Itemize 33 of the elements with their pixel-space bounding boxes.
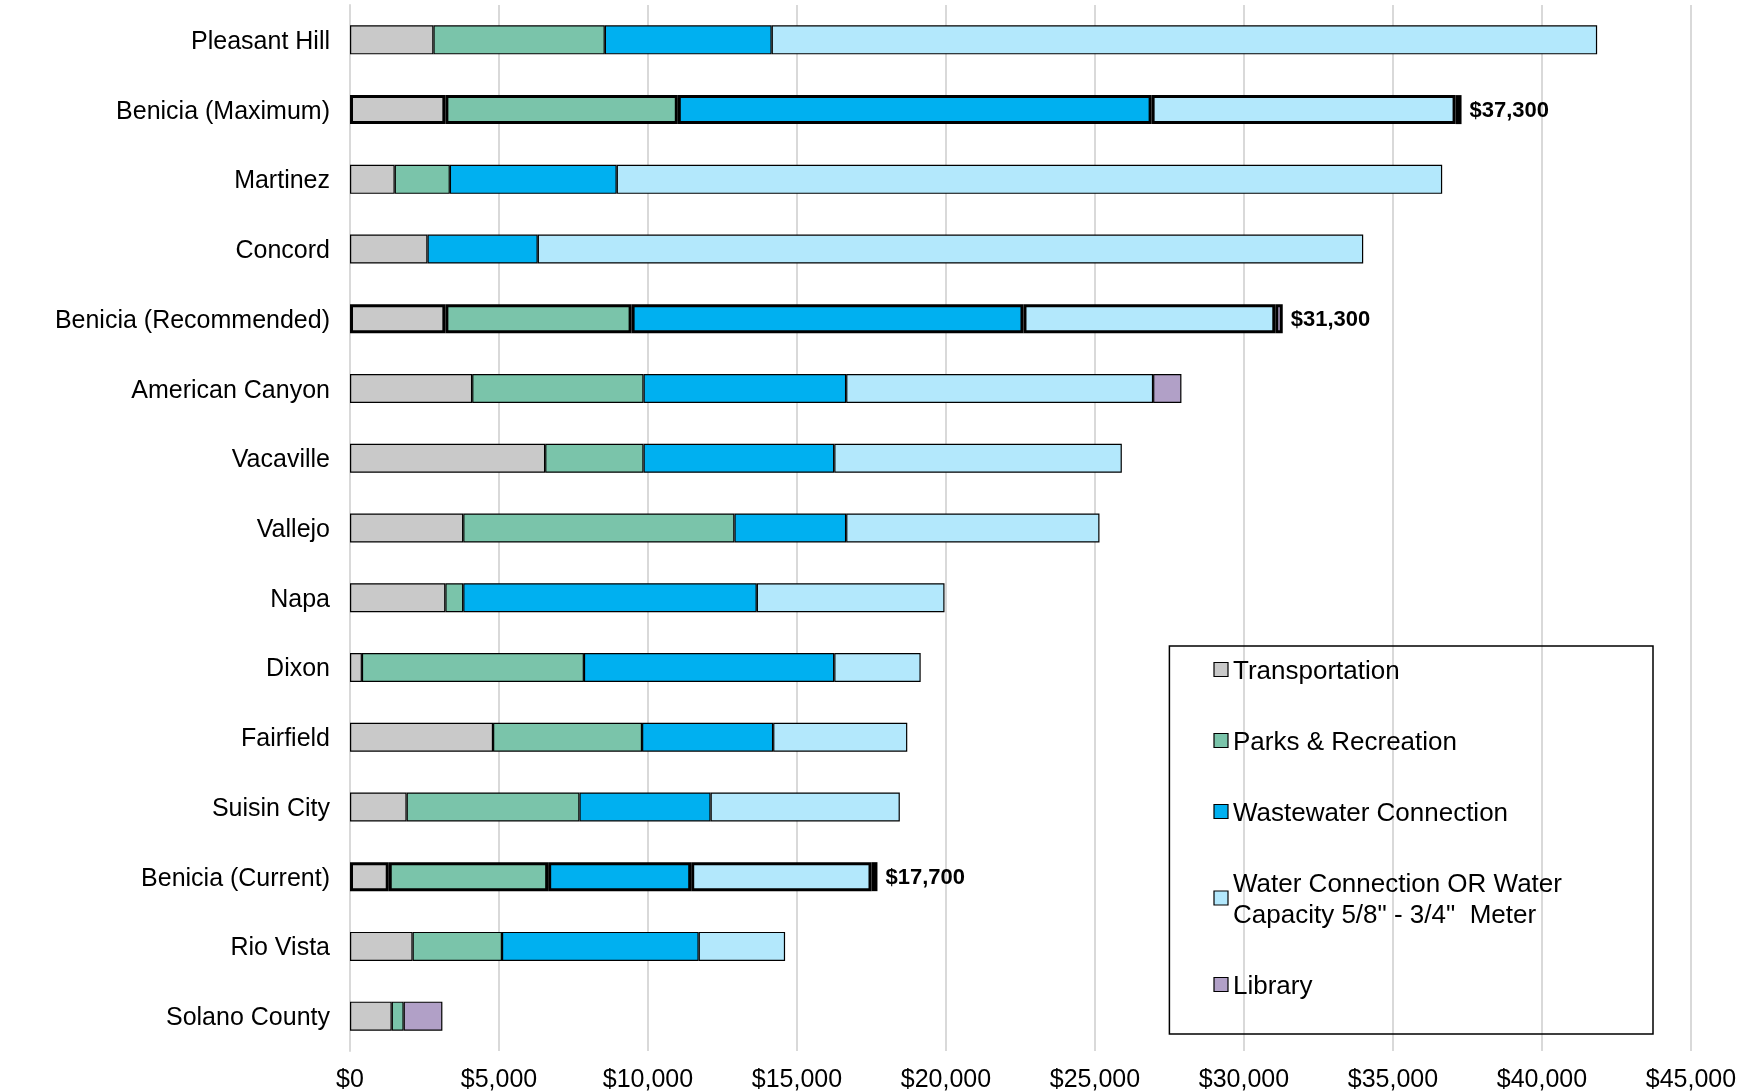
x-tick-label: $45,000 [1645, 1063, 1737, 1092]
x-tick-label: $30,000 [1198, 1063, 1290, 1092]
y-tick-label: Solano County [165, 1002, 331, 1031]
y-tick-label: Suisin City [211, 792, 331, 821]
y-tick-label: Pleasant Hill [191, 25, 330, 54]
y-tick-label: Concord [235, 235, 330, 264]
x-tick-label: $5,000 [460, 1063, 538, 1092]
y-tick-label: Rio Vista [230, 932, 331, 961]
y-tick-label: Benicia (Maximum) [116, 95, 330, 124]
legend-label: Library [1233, 969, 1313, 1000]
x-tick-label: $35,000 [1347, 1063, 1439, 1092]
y-tick-label: Vallejo [256, 514, 330, 542]
y-tick-label: Vacaville [231, 444, 330, 473]
total-label: $37,300 [1469, 97, 1550, 123]
x-tick-label: $15,000 [751, 1063, 843, 1092]
legend-label: Wastewater Connection [1233, 796, 1509, 827]
y-tick-label: Benicia (Recommended) [54, 304, 330, 333]
y-tick-label: Napa [270, 583, 331, 612]
total-label: $17,700 [885, 864, 965, 890]
x-tick-label: $25,000 [1049, 1063, 1141, 1092]
total-label: $31,300 [1290, 306, 1371, 332]
y-tick-label: Martinez [234, 165, 330, 194]
y-tick-label: American Canyon [131, 374, 330, 403]
y-tick-label: Dixon [266, 653, 330, 682]
x-tick-label: $40,000 [1496, 1063, 1588, 1092]
y-tick-label: Benicia (Current) [141, 862, 330, 891]
x-tick-label: $0 [336, 1063, 364, 1092]
x-tick-label: $10,000 [602, 1063, 694, 1092]
legend-label: Transportation [1233, 654, 1400, 685]
x-tick-label: $20,000 [900, 1063, 992, 1092]
legend-label: Parks & Recreation [1233, 725, 1457, 756]
legend-label: Water Connection OR Water Capacity 5/8" - 3/4" Meter [1233, 867, 1570, 929]
y-tick-label: Fairfield [241, 723, 330, 752]
